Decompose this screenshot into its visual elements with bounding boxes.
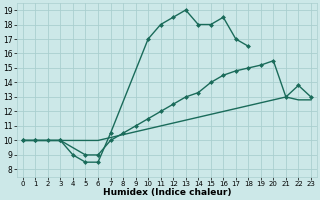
X-axis label: Humidex (Indice chaleur): Humidex (Indice chaleur) xyxy=(103,188,231,197)
